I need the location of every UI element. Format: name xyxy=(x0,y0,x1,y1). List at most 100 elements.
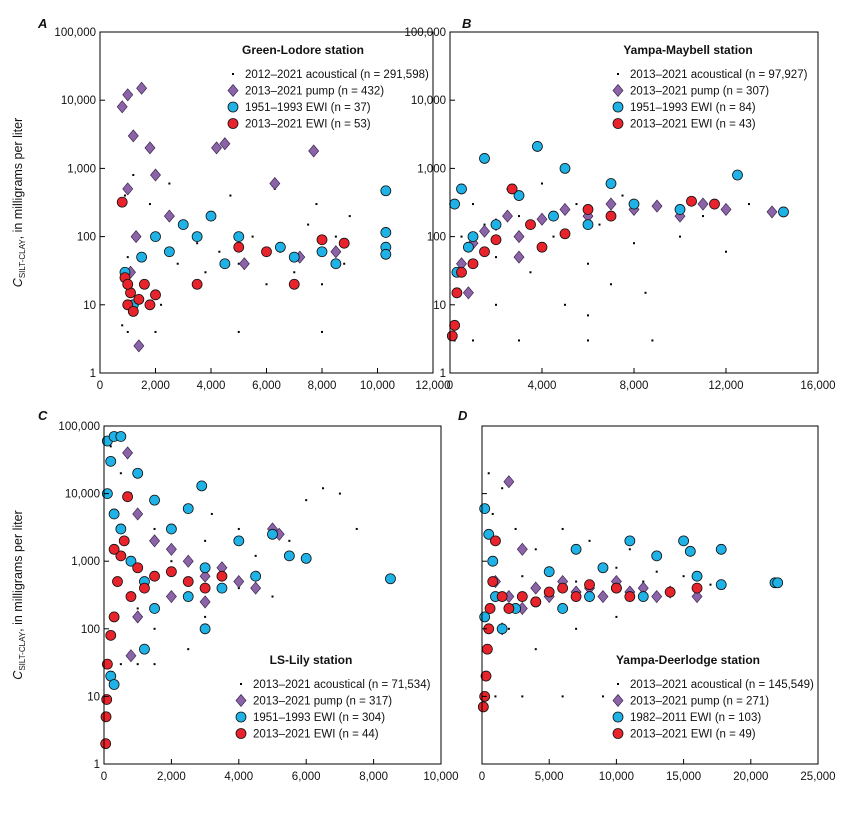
legend-label: 2012–2021 acoustical (n = 291,598) xyxy=(245,69,429,81)
legend-marker xyxy=(227,83,239,98)
legend-label: 1951–1993 EWI (n = 37) xyxy=(245,102,371,114)
pump-point xyxy=(122,88,134,102)
pump-point xyxy=(144,141,156,155)
ewi-point xyxy=(490,535,501,547)
ewi-point xyxy=(283,550,295,562)
acoustical-point xyxy=(307,223,310,226)
acoustical-point xyxy=(210,512,213,515)
pump-point xyxy=(182,554,194,568)
ewi-point xyxy=(205,210,217,222)
ewi-point xyxy=(480,670,492,682)
ewi-point xyxy=(496,591,508,602)
ewi-point xyxy=(316,234,328,246)
station-title: Yampa-Maybell station xyxy=(623,43,752,57)
ewi-point xyxy=(487,576,499,587)
ewi-point xyxy=(149,603,160,614)
station-title: LS-Lily station xyxy=(270,653,353,667)
acoustical-point xyxy=(271,595,274,598)
acoustical-point xyxy=(587,262,589,265)
ewi-point xyxy=(118,535,130,547)
acoustical-point xyxy=(702,215,704,218)
acoustical-point xyxy=(254,554,257,557)
y-tick-label: 100,000 xyxy=(58,421,100,433)
acoustical-point xyxy=(237,262,240,265)
x-tick-label: 10,000 xyxy=(423,771,458,783)
ewi-point xyxy=(605,210,617,222)
ewi-point xyxy=(199,562,211,574)
ewi-point xyxy=(584,591,595,602)
acoustical-point xyxy=(575,580,578,583)
ewi-point xyxy=(115,550,127,562)
pump-point xyxy=(165,590,177,604)
acoustical-point xyxy=(655,570,658,573)
ewi-point xyxy=(557,603,569,614)
legend-label: 1951–1993 EWI (n = 84) xyxy=(630,102,756,114)
ewi-point xyxy=(513,190,525,201)
y-label-text: , in milligrams per liter xyxy=(11,118,25,240)
legend-marker xyxy=(240,683,242,685)
ewi-point xyxy=(503,603,515,614)
acoustical-point xyxy=(338,492,341,495)
legend-marker xyxy=(612,728,624,739)
ewi-point xyxy=(582,204,594,215)
ewi-point xyxy=(100,738,112,750)
ewi-point xyxy=(116,196,128,208)
x-tick-label: 2,000 xyxy=(157,771,186,783)
ewi-point xyxy=(490,234,502,246)
ewi-point xyxy=(105,455,117,467)
y-label-subscript: SILT-CLAY xyxy=(18,631,27,670)
pump-point xyxy=(513,230,525,244)
x-tick-label: 4,000 xyxy=(224,771,253,783)
acoustical-point xyxy=(633,242,635,245)
x-tick-label: 6,000 xyxy=(252,380,281,392)
acoustical-point xyxy=(334,235,337,238)
ewi-point xyxy=(570,543,582,555)
pump-point xyxy=(199,595,211,609)
ewi-point xyxy=(108,508,120,520)
acoustical-point xyxy=(109,445,112,448)
ewi-point xyxy=(127,306,139,317)
legend-marker xyxy=(617,683,619,685)
acoustical-point xyxy=(644,291,647,294)
acoustical-point xyxy=(251,235,254,238)
panel-letter: D xyxy=(458,408,468,423)
pump-point xyxy=(125,649,137,663)
ewi-point xyxy=(115,431,127,442)
ewi-point xyxy=(216,570,228,582)
ewi-point xyxy=(288,278,300,290)
acoustical-point xyxy=(483,223,486,226)
ewi-point xyxy=(582,219,594,230)
acoustical-point xyxy=(491,512,494,515)
ewi-point xyxy=(105,629,117,641)
y-tick-label: 10,000 xyxy=(65,489,100,501)
ewi-point xyxy=(112,576,123,587)
ewi-point xyxy=(288,251,300,263)
plot-frame xyxy=(481,425,819,765)
ewi-point xyxy=(261,246,272,258)
ewi-point xyxy=(674,204,686,215)
pump-point xyxy=(133,339,145,353)
pump-point xyxy=(530,581,542,595)
acoustical-point xyxy=(651,339,654,342)
acoustical-point xyxy=(153,627,156,630)
acoustical-point xyxy=(348,215,351,218)
legend-label: 2013–2021 acoustical (n = 71,534) xyxy=(253,679,431,691)
ewi-point xyxy=(199,582,211,594)
acoustical-point xyxy=(136,607,139,610)
pump-point xyxy=(536,212,548,226)
acoustical-point xyxy=(621,194,624,197)
pump-point xyxy=(462,286,474,300)
x-tick-label: 0 xyxy=(447,380,453,392)
ewi-point xyxy=(462,241,474,253)
acoustical-point xyxy=(682,575,685,578)
ewi-point xyxy=(149,494,160,506)
panel: B 0 4,000 8,000 12,000 16,000 1 10 100 1,000 10,00… xyxy=(404,16,835,392)
ewi-point xyxy=(233,241,245,253)
acoustical-point xyxy=(534,548,537,551)
ewi-point xyxy=(456,183,467,195)
y-tick-label: 1 xyxy=(94,759,100,771)
ewi-point xyxy=(686,195,697,207)
y-axis-label: CSILT-CLAY, in milligrams per liter xyxy=(11,118,27,287)
acoustical-point xyxy=(601,695,604,698)
